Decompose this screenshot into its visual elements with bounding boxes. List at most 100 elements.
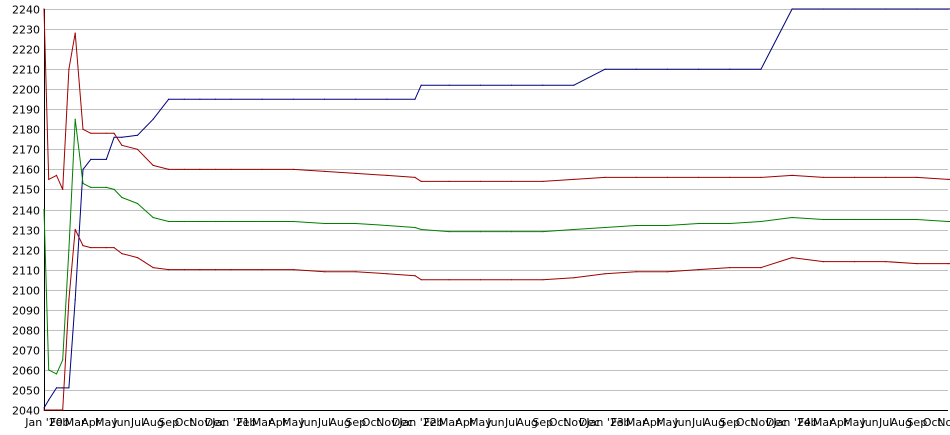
x-tick-label: Oct [549, 416, 569, 429]
y-tick-label: 2240 [12, 4, 40, 17]
y-tick-label: 2070 [12, 345, 40, 358]
data-point [261, 269, 263, 271]
data-point [48, 369, 50, 371]
data-point [573, 228, 575, 231]
x-tick-label: Aug [329, 416, 350, 429]
data-point [55, 373, 58, 375]
data-point [666, 271, 669, 273]
data-point [822, 261, 824, 263]
data-point [573, 178, 575, 180]
x-tick-label: Aug [703, 416, 724, 429]
data-point [916, 8, 918, 10]
x-tick-label: Mar [65, 416, 86, 429]
x-tick-label: Jun [673, 416, 691, 429]
data-point [48, 409, 50, 411]
y-tick-label: 2060 [12, 365, 40, 378]
data-point [729, 267, 731, 269]
data-point [604, 226, 606, 229]
data-point [183, 98, 185, 100]
data-point [386, 174, 388, 176]
x-tick-label: Oct [923, 416, 943, 429]
data-point [698, 222, 700, 225]
data-point [113, 136, 115, 138]
data-point [48, 399, 50, 401]
data-point [355, 172, 357, 174]
data-point [420, 84, 422, 86]
data-point [48, 178, 50, 180]
data-point [386, 224, 388, 227]
data-point [261, 168, 263, 170]
data-point [168, 220, 170, 223]
x-tick-label: Feb [798, 416, 817, 429]
data-point [511, 84, 513, 86]
data-point [853, 8, 856, 10]
x-tick-label: Aug [516, 416, 537, 429]
data-point [885, 261, 887, 263]
y-tick-label: 2170 [12, 144, 40, 157]
x-tick-label: Nov [937, 416, 950, 429]
data-point [55, 174, 58, 176]
data-point [82, 128, 84, 130]
data-point [292, 168, 294, 170]
data-point [355, 271, 357, 273]
series-line-3 [43, 118, 950, 375]
data-point [479, 84, 481, 86]
x-tick-label: Nov [189, 416, 211, 429]
x-tick-label: Sep [719, 416, 740, 429]
x-tick-label: May [95, 416, 118, 429]
data-point [324, 98, 326, 100]
data-point [214, 220, 216, 223]
x-tick-label: Jan '21 [211, 416, 249, 429]
data-point [324, 170, 326, 172]
data-point [573, 84, 575, 86]
x-tick-label: Jun [860, 416, 878, 429]
data-point [760, 267, 762, 269]
data-point [420, 279, 422, 281]
data-point [635, 224, 637, 227]
data-point [136, 148, 139, 150]
data-point [136, 257, 139, 259]
x-tick-label: Sep [532, 416, 553, 429]
x-tick-label: Sep [345, 416, 366, 429]
x-tick-label: Apr [268, 416, 288, 429]
data-point [230, 168, 232, 170]
data-point [136, 202, 139, 205]
data-point [230, 269, 232, 271]
data-point [386, 273, 388, 275]
data-point [82, 245, 84, 247]
data-point [698, 68, 700, 70]
y-tick-label: 2080 [12, 325, 40, 338]
data-point [90, 186, 92, 188]
data-point [55, 409, 58, 411]
data-point [152, 118, 154, 120]
x-tick-label: Mar [626, 416, 647, 429]
data-point [414, 226, 416, 229]
data-point [74, 299, 76, 301]
x-tick-label: Jan '22 [398, 416, 436, 429]
y-tick-label: 2160 [12, 164, 40, 177]
data-point [152, 267, 154, 269]
data-point [542, 231, 544, 233]
data-point [760, 220, 762, 223]
data-point [230, 220, 232, 223]
data-point [916, 176, 918, 178]
data-point [121, 144, 123, 146]
x-tick-label: Aug [142, 416, 163, 429]
data-point [152, 164, 154, 166]
data-point [604, 273, 606, 275]
x-tick-label: Mar [439, 416, 460, 429]
x-tick-label: Oct [736, 416, 756, 429]
y-tick-label: 2230 [12, 24, 40, 37]
data-point [261, 98, 263, 100]
data-point [62, 387, 64, 389]
x-tick-label: Feb [50, 416, 69, 429]
data-point [214, 269, 216, 271]
data-point [791, 8, 793, 10]
data-point [292, 269, 294, 271]
data-point [355, 222, 357, 225]
data-point [105, 186, 107, 188]
data-point [214, 168, 216, 170]
data-point [666, 224, 669, 227]
data-point [604, 176, 606, 178]
